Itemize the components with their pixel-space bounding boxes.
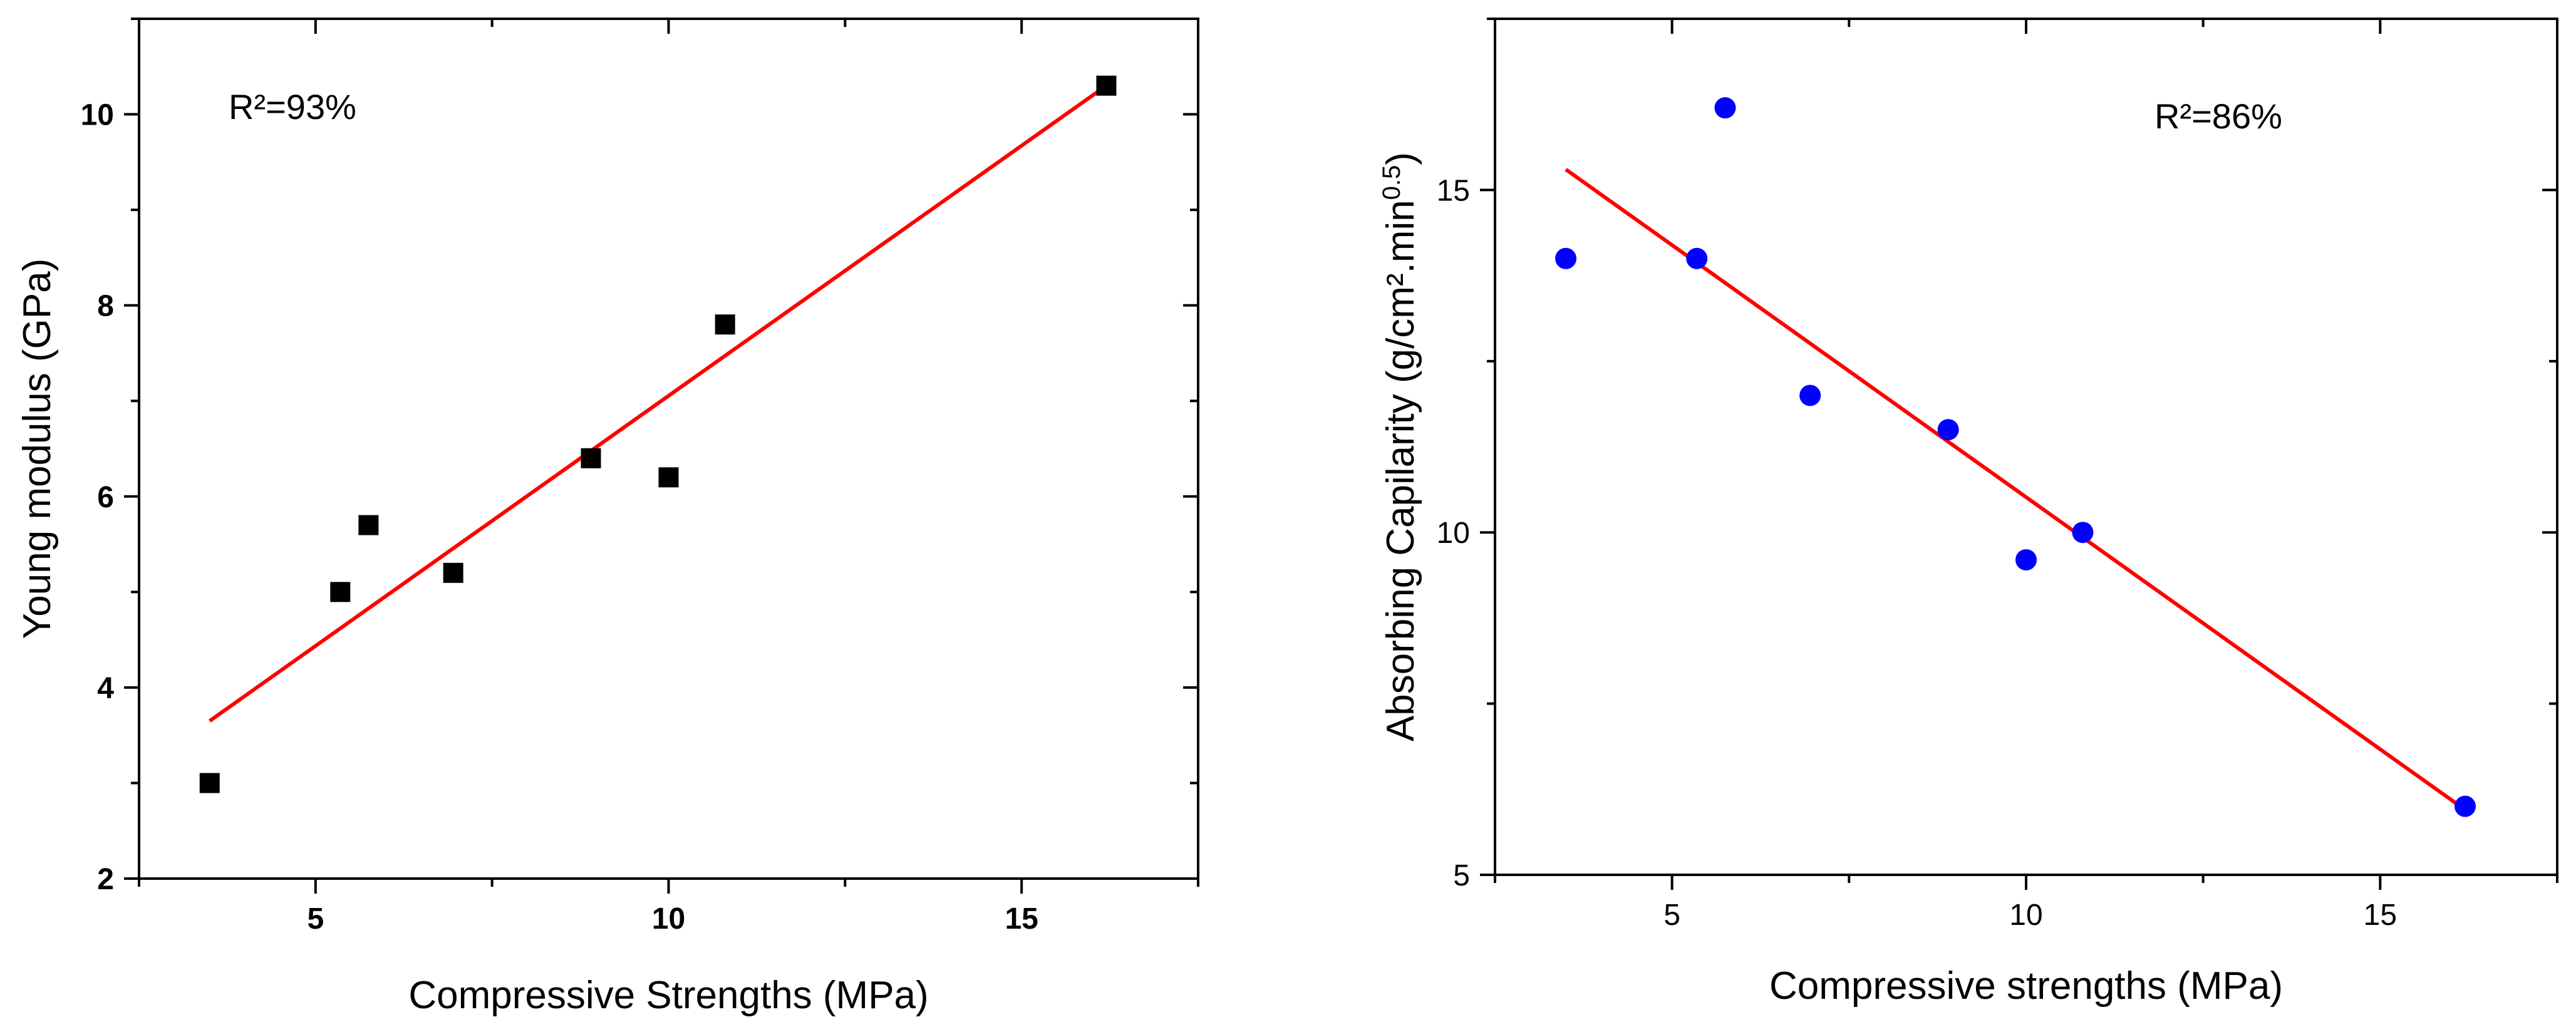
r-squared-annotation: R²=86% — [2154, 96, 2282, 136]
data-point — [2072, 522, 2094, 544]
data-point — [1937, 419, 1959, 441]
data-point — [1799, 384, 1821, 406]
y-axis-label: Young modulus (GPa) — [16, 259, 59, 639]
y-tick-label: 2 — [97, 863, 114, 896]
x-tick-label: 10 — [652, 902, 685, 936]
data-point — [658, 467, 679, 488]
data-point — [1096, 75, 1117, 96]
x-tick-label: 5 — [1663, 899, 1680, 932]
y-axis-label: Absorbing Capilarity (g/cm².min0.5) — [1378, 152, 1422, 741]
absorbing-capilarity-chart: 5 10 15 5 10 15 R²=86% Compressive strengths… — [1378, 18, 2558, 1008]
data-point — [581, 448, 601, 468]
r-squared-annotation: R²=93% — [229, 87, 356, 126]
y-axis-label-main: Absorbing Capilarity (g/cm².min — [1379, 200, 1422, 741]
x-tick-label: 10 — [2009, 899, 2042, 932]
y-tick-label: 15 — [1437, 174, 1470, 207]
x-tick-labels: 5 10 15 — [307, 902, 1038, 936]
data-point — [199, 773, 220, 793]
y-axis-label-close: ) — [1379, 152, 1422, 165]
axis-ticks — [124, 18, 1199, 894]
axis-ticks — [1480, 18, 2558, 890]
data-points — [199, 75, 1117, 793]
x-tick-label: 5 — [307, 902, 324, 936]
data-point — [1686, 247, 1708, 269]
y-tick-label: 5 — [1453, 859, 1470, 892]
fit-line-group — [1565, 168, 2466, 812]
data-point — [1555, 247, 1577, 269]
young-modulus-chart: 5 10 15 2 4 6 8 10 R²=93% Compressive Strength… — [16, 18, 1199, 1017]
x-axis-label: Compressive strengths (MPa) — [1769, 964, 2283, 1008]
y-tick-label: 6 — [97, 481, 114, 514]
y-tick-label: 10 — [81, 99, 114, 132]
x-tick-label: 15 — [2364, 899, 2397, 932]
data-point — [715, 314, 735, 335]
y-axis-label-superscript: 0.5 — [1378, 165, 1405, 200]
data-point — [2454, 795, 2476, 817]
data-points — [1555, 97, 2476, 817]
y-tick-label: 10 — [1437, 517, 1470, 550]
data-point — [2015, 549, 2037, 570]
y-tick-label: 8 — [97, 290, 114, 323]
fit-line-group — [208, 84, 1108, 723]
y-tick-labels: 5 10 15 — [1437, 174, 1470, 892]
regression-line — [1565, 168, 2466, 812]
x-axis-label: Compressive Strengths (MPa) — [408, 974, 928, 1017]
data-point — [358, 515, 379, 535]
regression-line — [208, 84, 1108, 723]
y-tick-label: 4 — [97, 672, 114, 705]
y-tick-labels: 2 4 6 8 10 — [81, 99, 115, 896]
data-point — [1714, 97, 1736, 119]
x-tick-label: 15 — [1005, 902, 1038, 936]
x-tick-labels: 5 10 15 — [1663, 899, 2397, 932]
data-point — [330, 582, 351, 602]
data-point — [443, 562, 463, 583]
